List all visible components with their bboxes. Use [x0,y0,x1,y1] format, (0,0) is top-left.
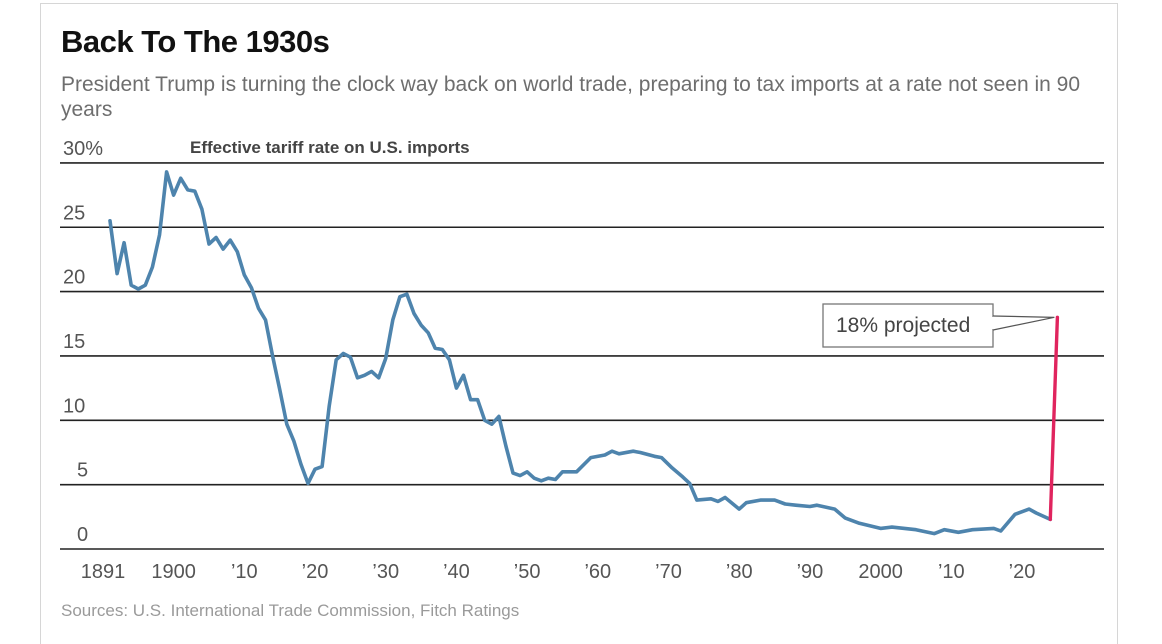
x-tick-label: ’50 [514,561,541,583]
chart-subtitle: President Trump is turning the clock way… [61,73,1081,121]
x-tick-label: ’10 [231,561,258,583]
series-line-projected [1048,315,1060,522]
annotation-box [822,303,994,348]
x-tick-label: 1891 [81,561,126,583]
y-tick-label: 10 [63,395,85,417]
x-tick-label: ’60 [584,561,611,583]
annotation-pointer [992,315,1055,331]
annotation-label: 18% projected [836,314,970,337]
y-tick-label: 0 [77,524,88,546]
x-tick-label: ’20 [302,561,329,583]
y-tick-label: 5 [77,460,88,482]
x-tick-label: ’80 [726,561,753,583]
x-tick-label: 2000 [858,561,903,583]
chart-frame [40,3,1118,644]
y-tick-label: 15 [63,331,85,353]
series-line-tariff-rate [108,170,1053,536]
chart-label: Effective tariff rate on U.S. imports [190,138,470,157]
x-tick-label: ’40 [443,561,470,583]
chart-title: Back To The 1930s [61,24,330,59]
y-tick-label: 25 [63,202,85,224]
x-tick-label: ’90 [797,561,824,583]
y-tick-label: 20 [63,267,85,289]
x-tick-label: ’20 [1009,561,1036,583]
x-tick-label: ’70 [655,561,682,583]
source-note: Sources: U.S. International Trade Commis… [61,601,520,620]
x-tick-label: 1900 [151,561,196,583]
x-tick-label: ’30 [372,561,399,583]
y-tick-label: 30% [63,138,103,160]
x-tick-label: ’10 [938,561,965,583]
